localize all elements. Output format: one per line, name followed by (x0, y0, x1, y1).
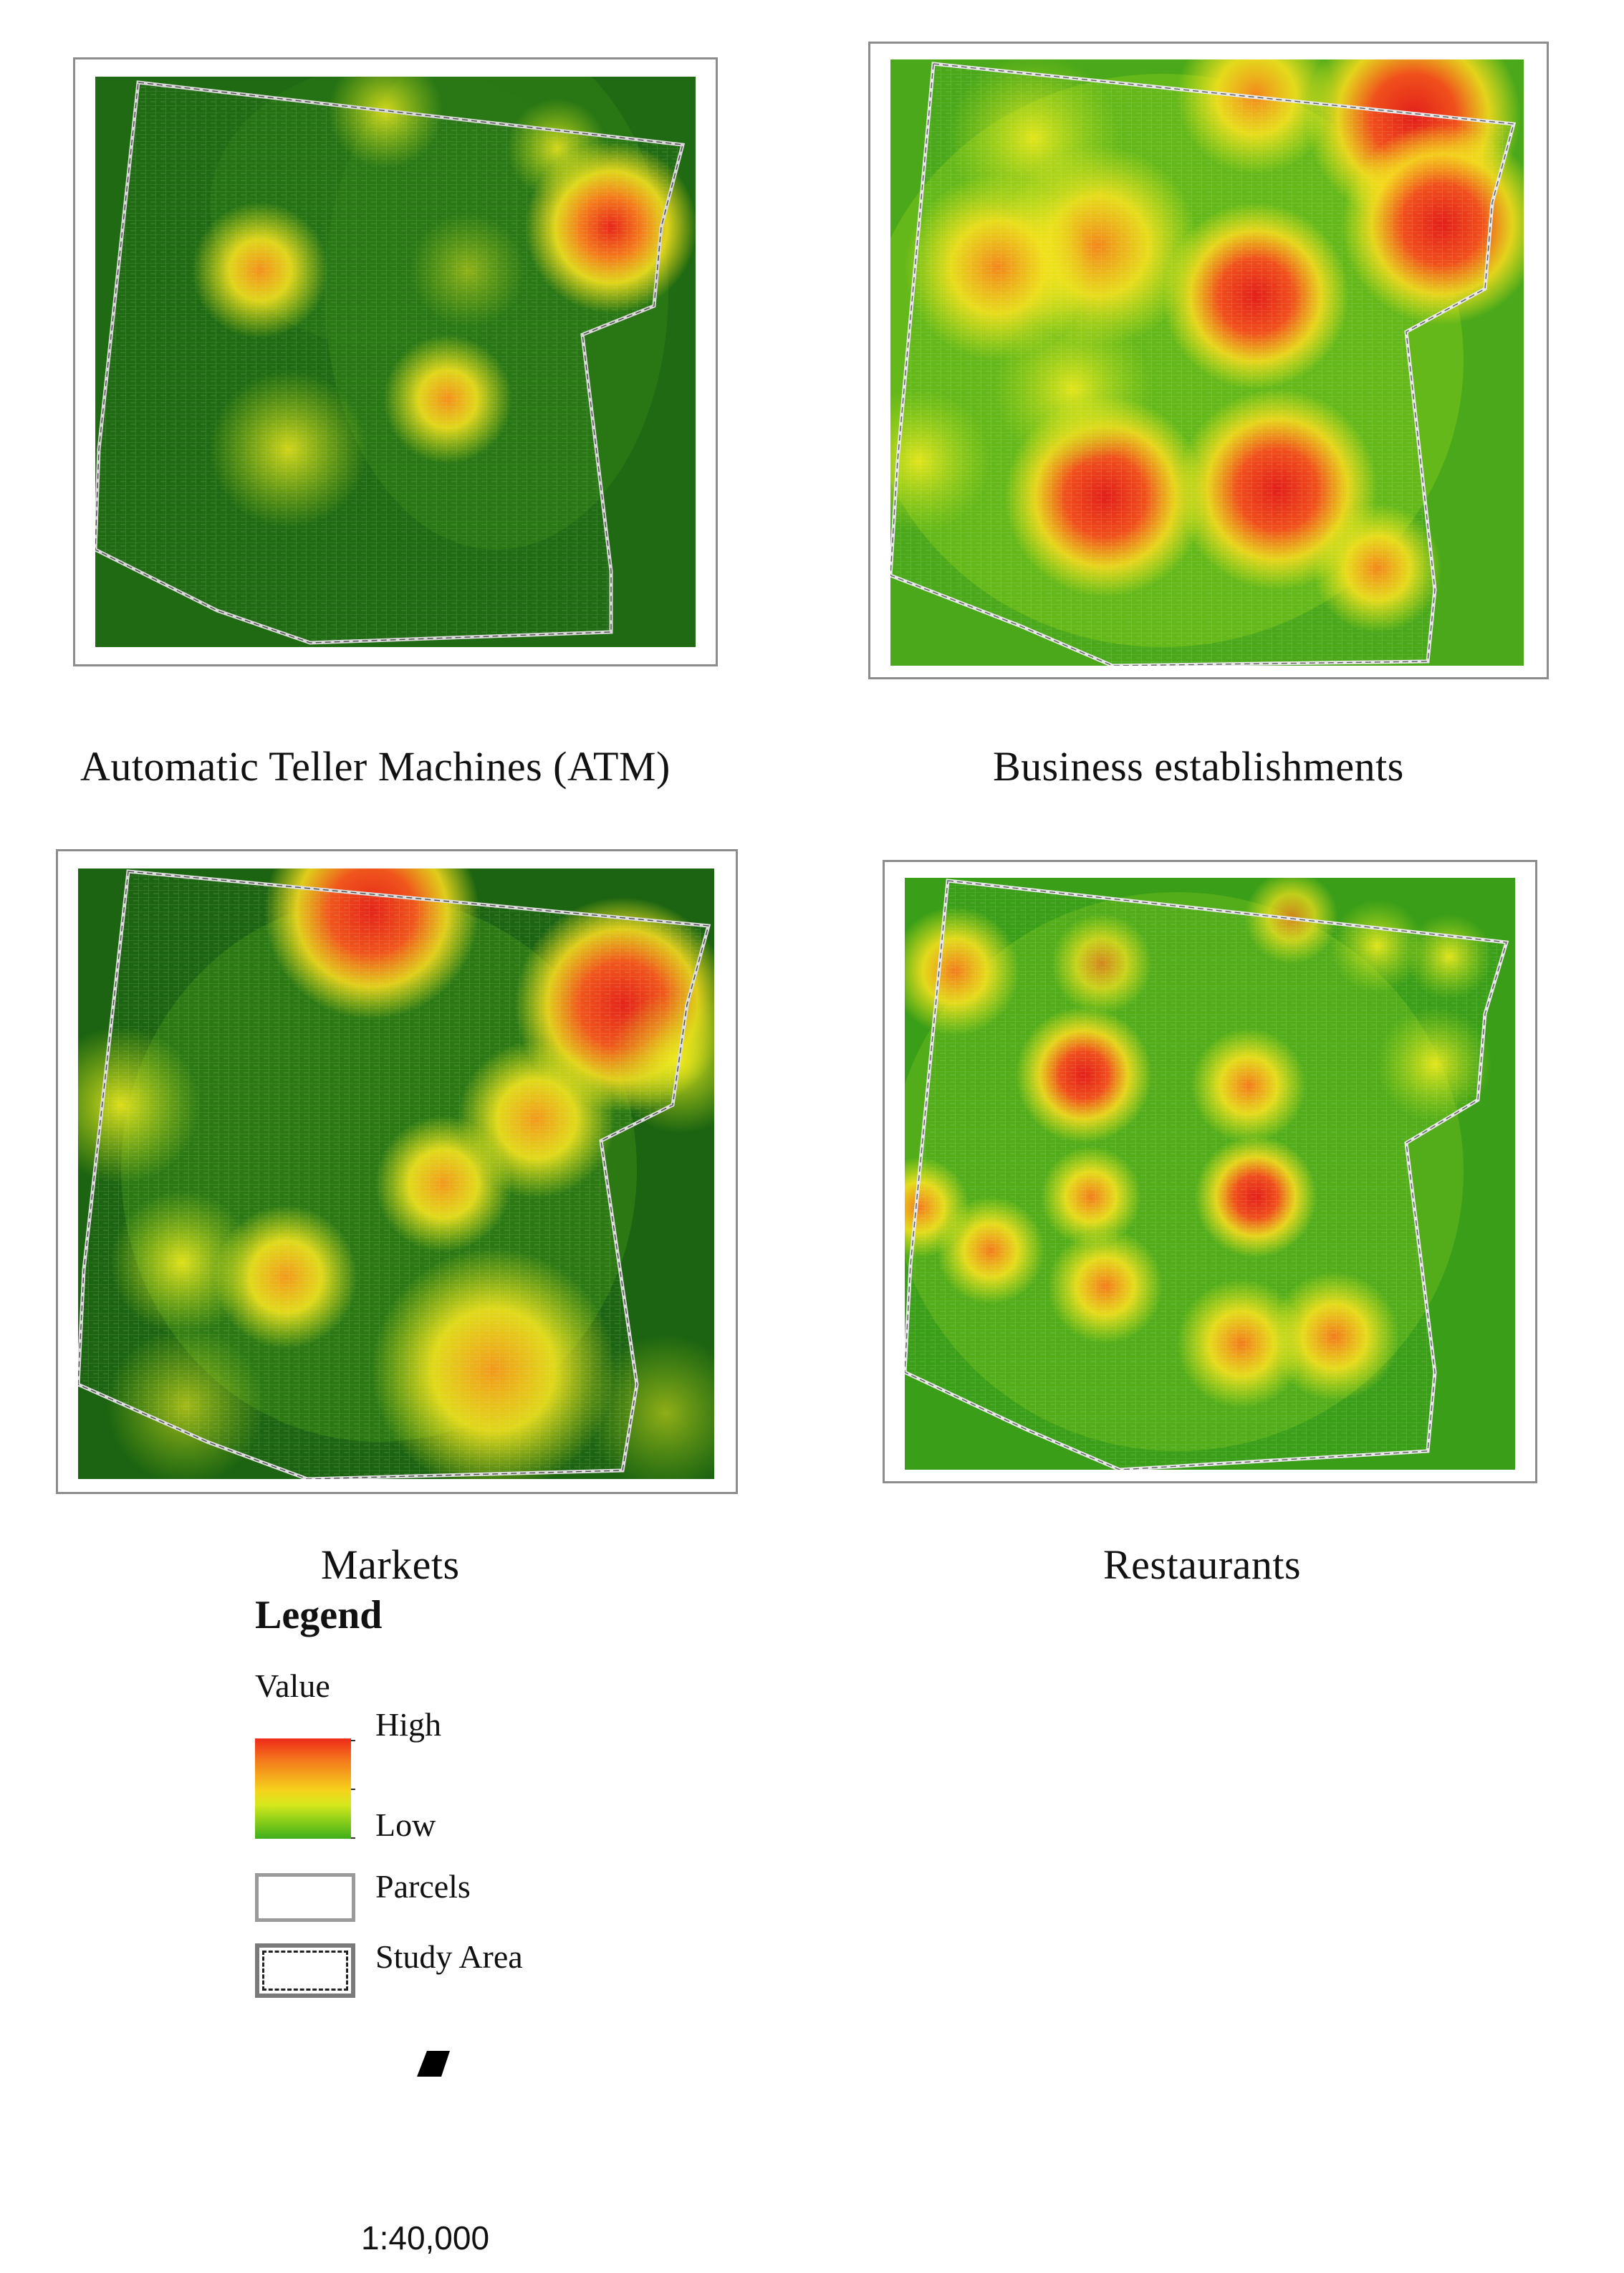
legend-title: Legend (255, 1593, 383, 1637)
north-arrow-icon (417, 2051, 450, 2077)
ramp-tick-mid (351, 1789, 355, 1790)
business-heatmap (890, 59, 1524, 666)
atm-map-title: Automatic Teller Machines (ATM) (80, 743, 671, 790)
legend-high-label: High (375, 1706, 441, 1743)
ramp-tick-low (351, 1837, 355, 1839)
atm-map-frame (73, 57, 718, 666)
legend-parcels-label: Parcels (375, 1868, 471, 1905)
legend-study-area-label: Study Area (375, 1938, 523, 1975)
restaurants-heatmap (905, 878, 1515, 1470)
parcels-swatch (255, 1873, 355, 1922)
markets-map-frame (56, 849, 738, 1494)
markets-map-title: Markets (321, 1541, 460, 1588)
restaurants-map-title: Restaurants (1103, 1541, 1302, 1588)
business-map-frame (868, 42, 1549, 679)
ramp-tick-high (351, 1740, 355, 1741)
scale-text: 1:40,000 (361, 2219, 490, 2257)
legend-low-label: Low (375, 1807, 436, 1843)
legend-color-ramp (255, 1738, 351, 1839)
markets-heatmap (78, 868, 714, 1479)
atm-heatmap (95, 77, 696, 647)
legend-value-label: Value (255, 1667, 330, 1704)
restaurants-map-frame (883, 860, 1537, 1483)
business-map-title: Business establishments (993, 743, 1404, 790)
study-area-swatch (255, 1943, 355, 1998)
